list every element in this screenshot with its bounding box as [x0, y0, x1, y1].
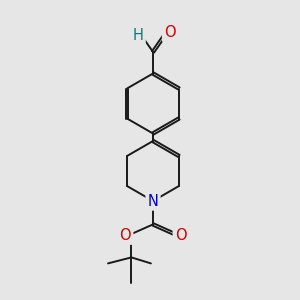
Text: H: H [133, 28, 144, 43]
Text: O: O [164, 25, 176, 40]
Text: N: N [148, 194, 158, 208]
Text: O: O [120, 228, 131, 243]
Text: O: O [175, 228, 186, 243]
